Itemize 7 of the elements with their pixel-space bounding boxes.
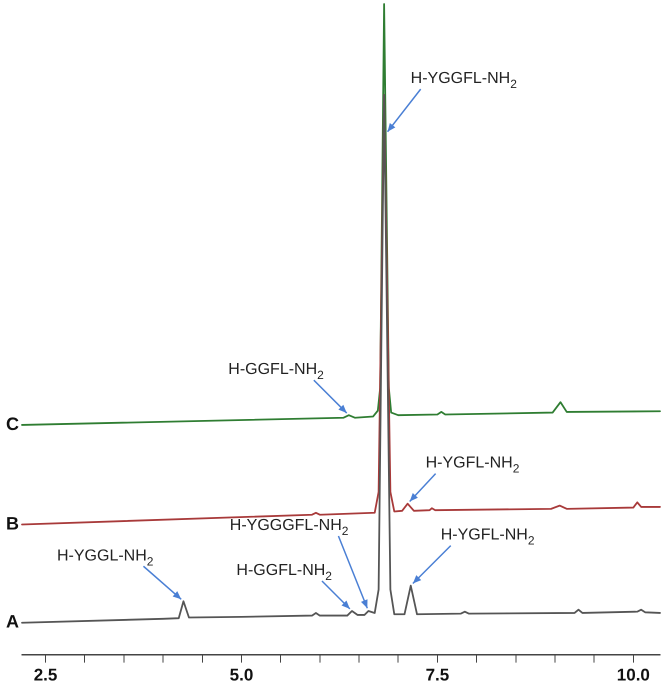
- series-label: A: [6, 612, 19, 632]
- x-tick-label: 5.0: [230, 665, 254, 684]
- series-label: B: [6, 513, 19, 534]
- series-label: C: [6, 414, 19, 434]
- x-tick-label: 10.0: [616, 665, 650, 684]
- x-tick-label: 2.5: [34, 665, 58, 684]
- x-tick-label: 7.5: [426, 665, 450, 684]
